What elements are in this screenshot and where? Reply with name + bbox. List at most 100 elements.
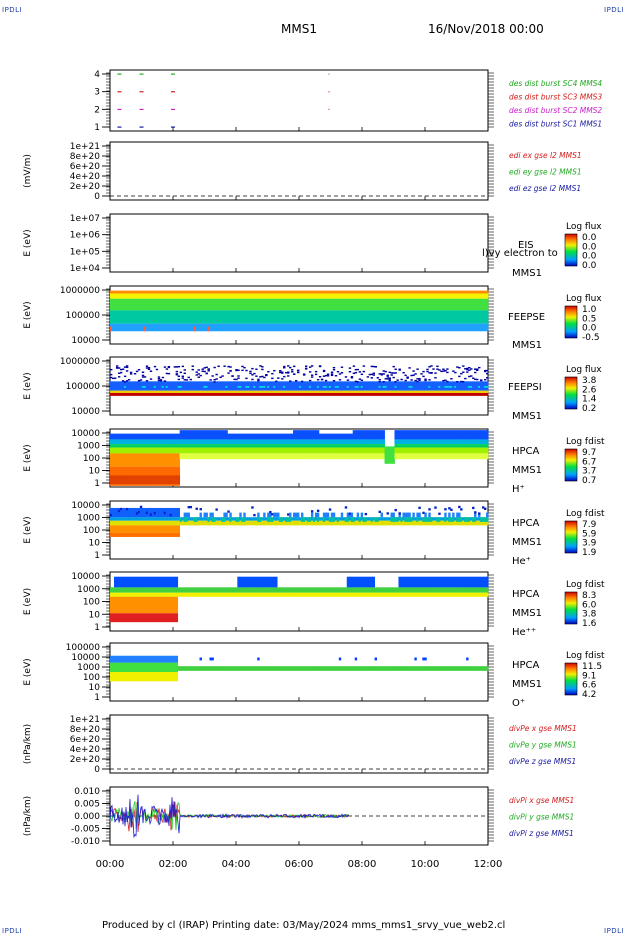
feepsi-panel-spectrogram-cell — [150, 378, 152, 379]
feepsi-panel-spectrogram-cell — [359, 371, 361, 372]
feepsi-panel-spectrogram-cell — [389, 380, 391, 381]
burst-panel-burst-mark — [117, 127, 121, 128]
hpca-o-panel-side-label: O⁺ — [512, 698, 525, 709]
feepsi-panel-spectrogram-cell — [291, 371, 293, 372]
feepsi-panel-spectrogram-cell — [231, 375, 233, 376]
hpca-o-panel-y-tick-label: 10 — [89, 683, 101, 693]
feepsi-panel-spectrogram-cell — [138, 369, 140, 370]
hpca-he-panel-spectrogram-cell — [311, 510, 313, 512]
hpca-he-panel-spectrogram-cell — [196, 508, 198, 510]
hpca-o-panel-spectrogram-cell — [211, 658, 213, 661]
feepsi-panel-spectrogram-cell — [404, 380, 406, 381]
feepsi-panel-spectrogram-cell — [446, 372, 448, 373]
feepsi-panel-spectrogram-cell — [261, 366, 263, 367]
feepsi-panel-spectrogram — [110, 365, 488, 396]
feepsi-panel-spectrogram-cell — [243, 367, 245, 368]
feepsi-panel-spectrogram-cell — [293, 366, 295, 367]
feepsi-panel-spectrogram-cell — [424, 380, 426, 381]
feepsi-panel-spectrogram-cell — [424, 379, 426, 380]
feepsi-panel-spectrogram-cell — [400, 379, 402, 380]
hpca-he-panel-spectrogram-cell — [408, 513, 410, 518]
feepse-panel-y-axis-label: E (eV) — [23, 301, 33, 328]
feepsi-panel-spectrogram-cell — [205, 367, 207, 368]
feepsi-panel-spectrogram-cell — [182, 366, 184, 367]
burst-panel-burst-mark — [329, 74, 330, 75]
feepsi-panel-spectrogram-cell — [184, 373, 186, 374]
hpca-he-panel-spectrogram-cell — [200, 513, 202, 518]
feepsi-panel-spectrogram-cell — [144, 376, 146, 377]
hpca-h-panel-side-label: MMS1 — [512, 465, 542, 476]
feepsi-panel-spectrogram-cell — [140, 379, 142, 380]
feepsi-panel-spectrogram-cell — [164, 366, 166, 367]
eis-panel-y-tick-label: 1e+07 — [70, 214, 100, 224]
feepsi-panel-spectrogram-cell — [271, 378, 273, 379]
feepsi-panel-spectrogram-cell — [426, 371, 428, 372]
feepsi-panel-spectrogram-cell — [192, 365, 194, 366]
feepsi-panel-spectrogram-cell — [371, 377, 373, 378]
feepsi-panel-spectrogram-cell — [379, 379, 381, 380]
burst-panel-burst-mark — [140, 127, 144, 128]
hpca-hepp-panel-colorbar — [565, 592, 577, 624]
burst-panel-legend-entry: des dist burst SC4 MMS4 — [509, 79, 602, 88]
hpca-he-panel-side-label: HPCA — [512, 518, 540, 529]
hpca-o-panel-y-tick-label: 1 — [94, 693, 100, 703]
hpca-h-panel-y-tick-label: 10 — [89, 467, 101, 477]
feepsi-panel-spectrogram-cell — [118, 367, 120, 368]
feepse-panel-side-label: MMS1 — [512, 340, 542, 351]
hpca-he-panel-spectrogram-cell — [412, 513, 414, 518]
hpca-he-panel-spectrogram-cell — [472, 507, 474, 509]
feepsi-panel-spectrogram-cell — [462, 365, 464, 366]
feepsi-panel-spectrogram-cell — [110, 374, 112, 375]
feepsi-panel-spectrogram-cell — [198, 377, 200, 378]
feepsi-panel-spectrogram-cell — [134, 373, 136, 374]
hpca-h-panel-spectrogram-cell — [486, 439, 488, 444]
hpca-he-panel-spectrogram-cell — [200, 508, 202, 510]
feepsi-panel-spectrogram-cell — [333, 369, 335, 370]
feepsi-panel-spectrogram-cell — [410, 379, 412, 380]
feepsi-panel-spectrogram-cell — [182, 377, 184, 378]
feepse-panel-side-label: FEEPSE — [508, 312, 545, 323]
feepsi-panel-spectrogram-cell — [418, 378, 420, 379]
hpca-he-panel-spectrogram-cell — [178, 508, 180, 517]
feepsi-panel-spectrogram-cell — [124, 376, 126, 377]
feepsi-panel-spectrogram-cell — [466, 371, 468, 372]
hpca-o-panel-y-tick-label: 100000 — [66, 643, 101, 653]
hpca-o-panel-spectrogram-cell — [355, 658, 357, 661]
burst-panel-burst-mark — [140, 91, 144, 92]
feepsi-panel-spectrogram-cell — [387, 376, 389, 377]
feepsi-panel-spectrogram-cell — [257, 379, 259, 380]
feepsi-panel-spectrogram-cell — [241, 370, 243, 371]
feepse-panel-colorbar-title: Log flux — [566, 294, 602, 304]
hpca-he-panel-side-label: He⁺ — [512, 556, 531, 567]
burst-panel-burst-mark — [171, 127, 175, 128]
feepsi-panel-spectrogram-cell — [468, 369, 470, 370]
hpca-he-panel-spectrogram-cell — [345, 506, 347, 508]
feepsi-panel-colorbar — [565, 377, 577, 409]
feepsi-panel-spectrogram-cell — [188, 377, 190, 378]
burst-panel-burst-mark — [171, 109, 175, 110]
hpca-o-panel-spectrogram-cell — [339, 658, 341, 661]
hpca-he-panel-spectrogram-cell — [444, 513, 446, 518]
burst-panel-legend-entry: des dist burst SC3 MMS3 — [509, 93, 602, 102]
hpca-he-panel-y-tick-label: 10000 — [71, 501, 100, 511]
burst-panel-burst-mark — [117, 91, 121, 92]
feepsi-panel-spectrogram-cell — [126, 365, 128, 366]
feepsi-panel-spectrogram-cell — [315, 371, 317, 372]
hpca-he-panel-spectrogram-cell — [428, 513, 430, 518]
feepsi-panel-spectrogram-cell — [148, 369, 150, 370]
feepsi-panel-spectrogram-cell — [444, 380, 446, 381]
hpca-he-panel-spectrogram-cell — [253, 514, 255, 516]
feepsi-panel-spectrogram-cell — [486, 377, 488, 378]
feepsi-panel-spectrogram-cell — [297, 370, 299, 371]
feepsi-panel-spectrogram-cell — [452, 370, 454, 371]
feepsi-panel-colorbar-title: Log flux — [566, 365, 602, 375]
feepsi-panel-spectrogram-cell — [211, 375, 213, 376]
hpca-h-panel-colorbar-tick: 0.7 — [582, 476, 596, 486]
feepsi-panel-spectrogram-cell — [486, 373, 488, 374]
feepsi-panel-spectrogram-cell — [311, 374, 313, 375]
feepsi-panel-spectrogram-cell — [182, 376, 184, 377]
feepsi-panel-spectrogram-cell — [293, 373, 295, 374]
feepsi-panel-spectrogram-cell — [432, 368, 434, 369]
eis-panel-colorbar — [565, 234, 577, 266]
